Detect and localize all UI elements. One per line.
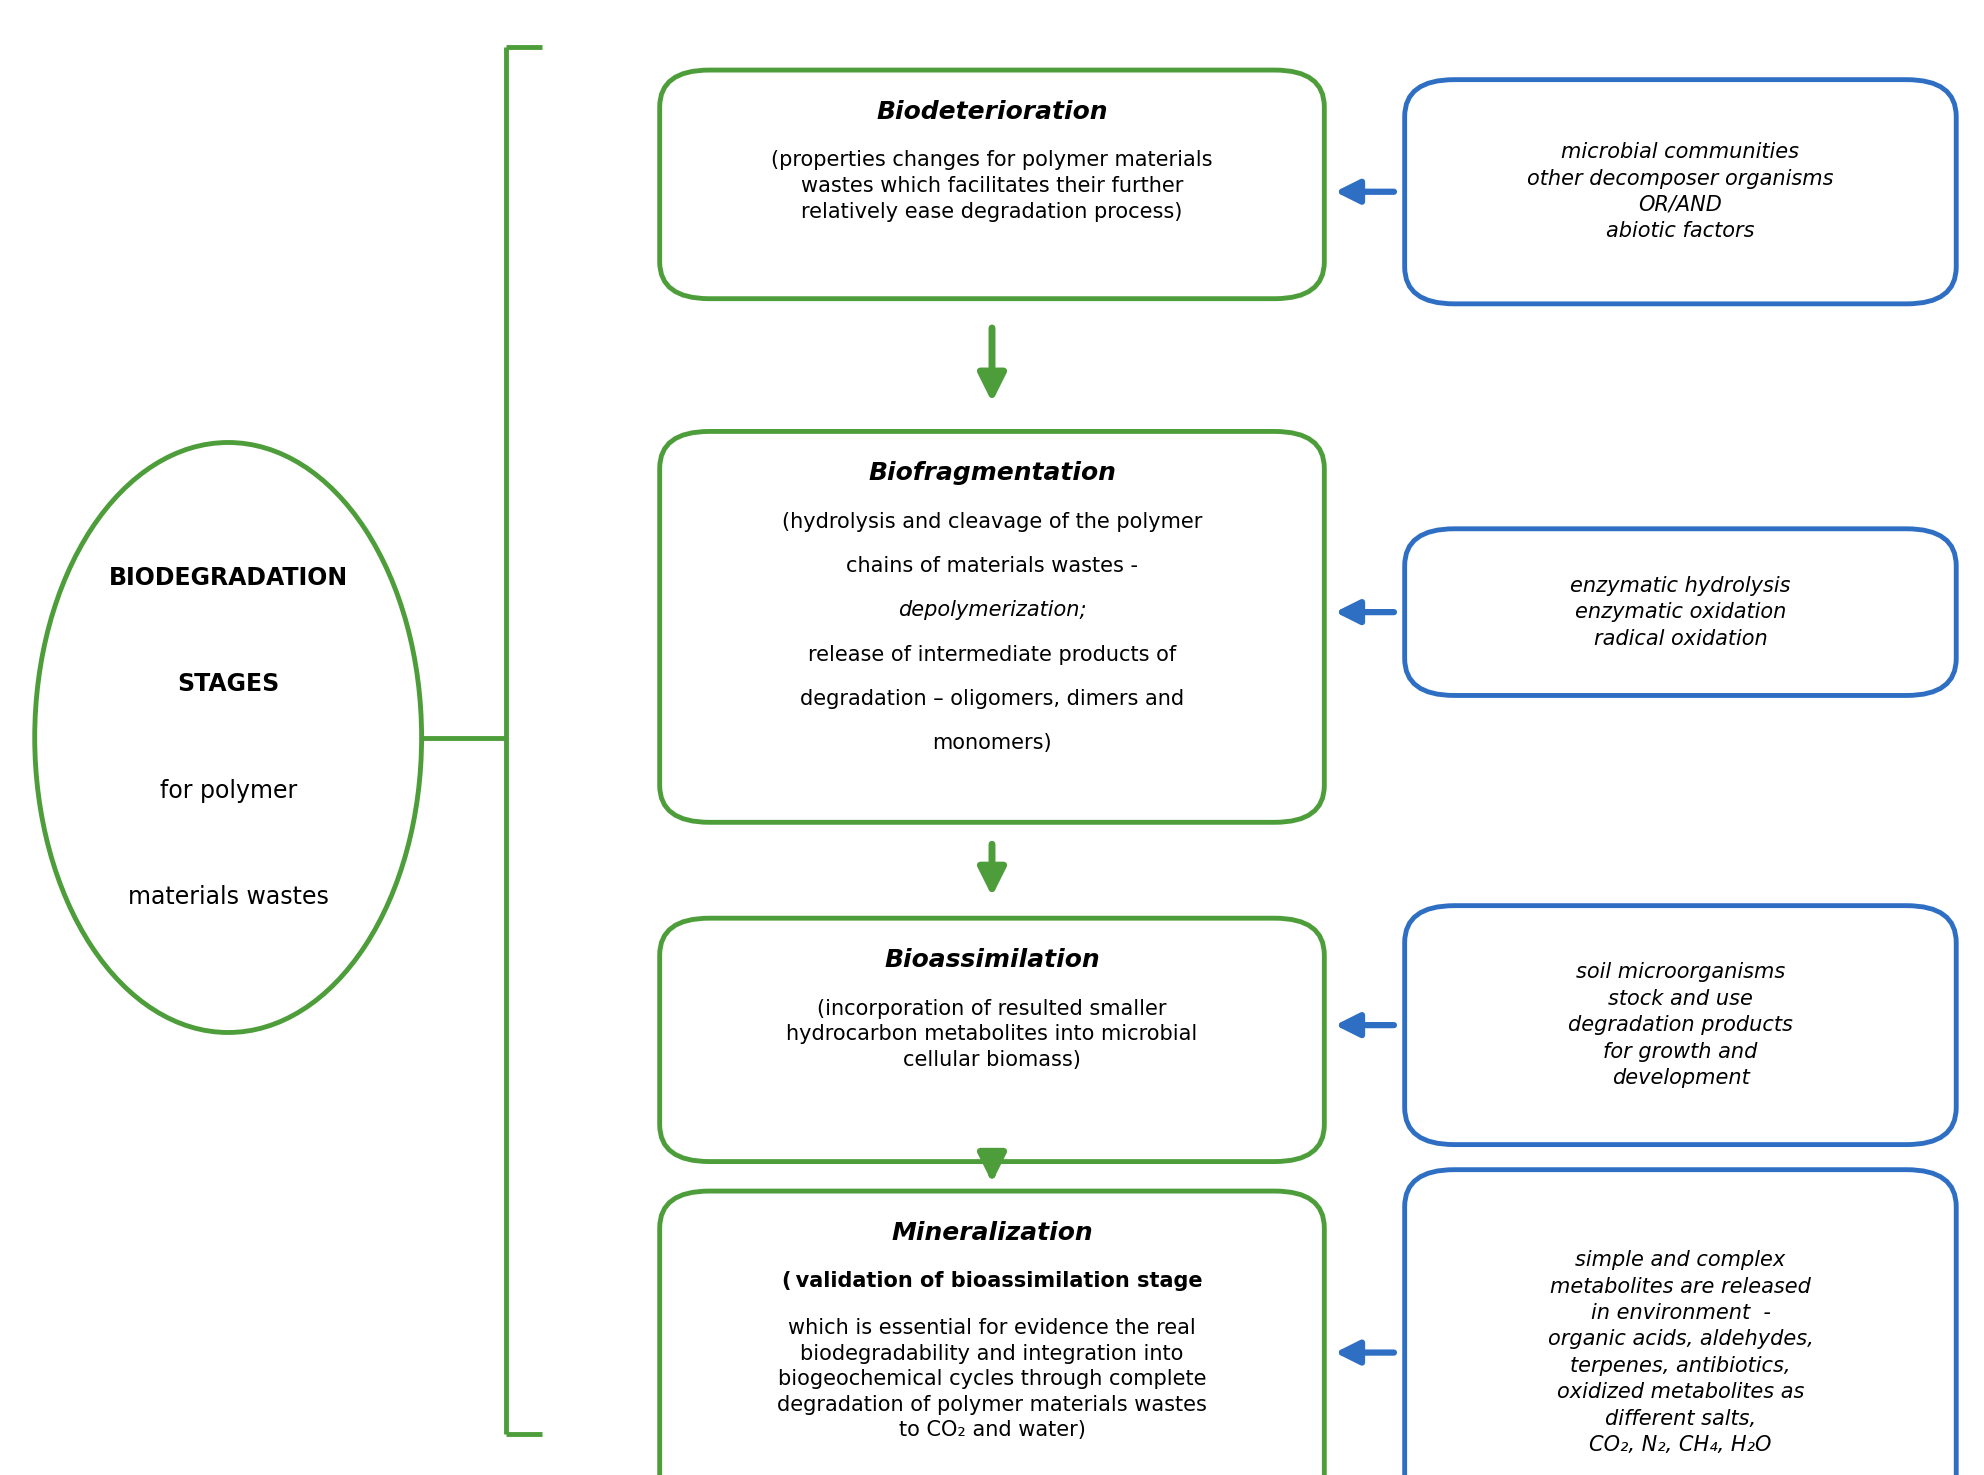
Text: Mineralization: Mineralization <box>891 1220 1093 1245</box>
FancyBboxPatch shape <box>1405 906 1956 1145</box>
Text: degradation – oligomers, dimers and: degradation – oligomers, dimers and <box>800 689 1184 709</box>
Text: materials wastes: materials wastes <box>127 885 329 909</box>
FancyBboxPatch shape <box>1405 528 1956 696</box>
Text: Biodeterioration: Biodeterioration <box>877 99 1107 124</box>
Text: STAGES: STAGES <box>177 673 280 696</box>
FancyBboxPatch shape <box>1405 80 1956 304</box>
Text: (incorporation of resulted smaller
hydrocarbon metabolites into microbial
cellul: (incorporation of resulted smaller hydro… <box>786 999 1198 1069</box>
Text: release of intermediate products of: release of intermediate products of <box>807 645 1177 665</box>
Text: depolymerization;: depolymerization; <box>897 600 1087 621</box>
Text: which is essential for evidence the real
biodegradability and integration into
b: which is essential for evidence the real… <box>778 1319 1206 1440</box>
Text: monomers): monomers) <box>932 733 1052 754</box>
Text: enzymatic hydrolysis
enzymatic oxidation
radical oxidation: enzymatic hydrolysis enzymatic oxidation… <box>1569 575 1792 649</box>
Text: Biofragmentation: Biofragmentation <box>869 460 1115 485</box>
FancyBboxPatch shape <box>1405 1170 1956 1475</box>
Text: Bioassimilation: Bioassimilation <box>885 947 1099 972</box>
Text: microbial communities
other decomposer organisms
OR/AND
abiotic factors: microbial communities other decomposer o… <box>1528 142 1833 242</box>
Text: (properties changes for polymer materials
wastes which facilitates their further: (properties changes for polymer material… <box>772 150 1212 221</box>
FancyBboxPatch shape <box>659 917 1325 1162</box>
Text: ( validation of bioassimilation stage: ( validation of bioassimilation stage <box>782 1271 1202 1292</box>
Text: for polymer: for polymer <box>159 779 298 802</box>
Text: simple and complex
metabolites are released
in environment  -
organic acids, ald: simple and complex metabolites are relea… <box>1548 1251 1813 1454</box>
Text: (hydrolysis and cleavage of the polymer: (hydrolysis and cleavage of the polymer <box>782 512 1202 532</box>
Text: BIODEGRADATION: BIODEGRADATION <box>109 566 347 590</box>
FancyBboxPatch shape <box>659 431 1325 823</box>
FancyBboxPatch shape <box>659 69 1325 298</box>
FancyBboxPatch shape <box>659 1192 1325 1475</box>
Text: soil microorganisms
stock and use
degradation products
for growth and
developmen: soil microorganisms stock and use degrad… <box>1567 962 1794 1089</box>
Text: chains of materials wastes -: chains of materials wastes - <box>845 556 1139 577</box>
